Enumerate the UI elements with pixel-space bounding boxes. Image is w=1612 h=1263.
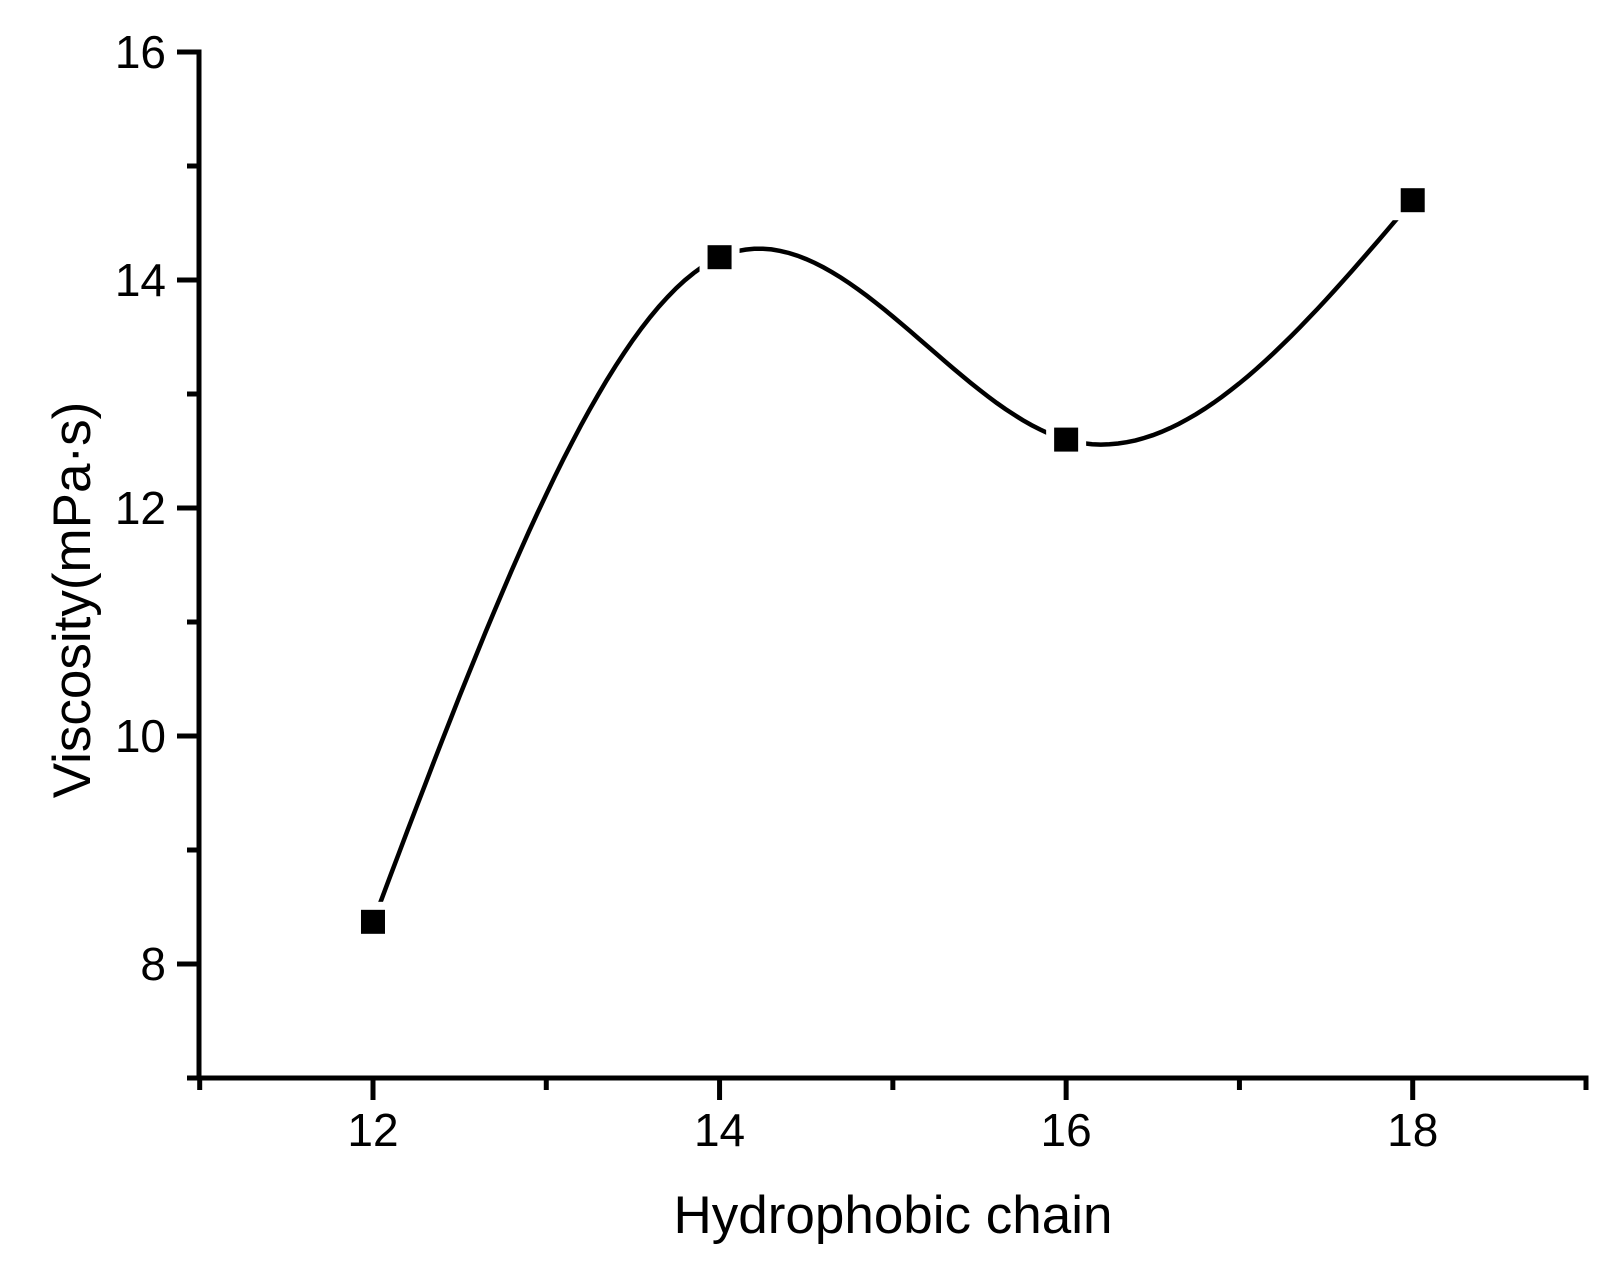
x-tick-label: 18	[1387, 1104, 1438, 1156]
x-tick-label: 16	[1041, 1104, 1092, 1156]
y-tick-label: 8	[140, 938, 166, 990]
y-axis-title: Viscosity(mPa·s)	[43, 402, 102, 799]
plot-generated-layer: 8 10 12 14 16 12 14 16 18	[115, 26, 1589, 1156]
data-point-square-marker	[1400, 188, 1425, 213]
y-tick-label: 10	[115, 710, 166, 762]
y-tick-label: 14	[115, 254, 166, 306]
y-tick-label: 12	[115, 482, 166, 534]
spline-curve	[370, 198, 1415, 923]
y-tick-label: 16	[115, 26, 166, 78]
data-point-square-marker	[707, 245, 732, 270]
data-point-square-marker	[1054, 427, 1079, 452]
x-axis-title: Hydrophobic chain	[674, 1186, 1113, 1245]
x-tick-label: 12	[347, 1104, 398, 1156]
x-tick-label: 14	[694, 1104, 745, 1156]
data-point-square-marker	[360, 909, 385, 934]
